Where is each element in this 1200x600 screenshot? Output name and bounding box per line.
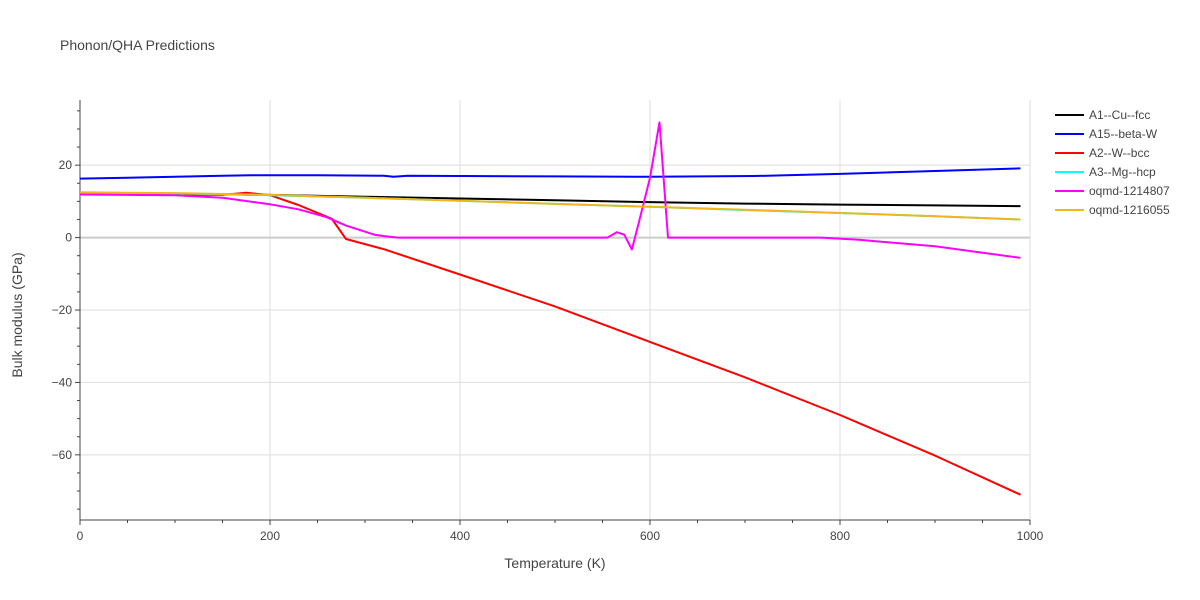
x-tick-label: 1000 [1017,529,1044,543]
legend-item-oqmd-1216055[interactable]: oqmd-1216055 [1055,203,1170,217]
legend-item-a15-beta-w[interactable]: A15--beta-W [1055,127,1158,141]
legend-item-a1-cu-fcc[interactable]: A1--Cu--fcc [1055,108,1150,122]
legend: A1--Cu--fcc A15--beta-W A2--W--bcc A3--Mg--… [1055,108,1170,217]
series-line-oqmd-1214807 [79,121,1021,259]
x-axis-ticks: 0 200 400 600 800 1000 [77,529,1044,543]
chart-title: Phonon/QHA Predictions [60,37,215,53]
x-tick-label: 0 [77,529,84,543]
series-line-oqmd-1216055 [79,191,1021,221]
legend-item-a2-w-bcc[interactable]: A2--W--bcc [1055,146,1149,160]
axes [75,100,1031,525]
legend-label: oqmd-1214807 [1089,184,1170,198]
legend-label: A1--Cu--fcc [1089,108,1150,122]
y-tick-label: −20 [52,303,73,317]
x-tick-label: 800 [830,529,850,543]
legend-label: A2--W--bcc [1089,146,1149,160]
legend-item-a3-mg-hcp[interactable]: A3--Mg--hcp [1055,165,1156,179]
legend-label: A15--beta-W [1089,127,1158,141]
x-tick-label: 400 [450,529,470,543]
y-tick-label: 20 [59,158,73,172]
legend-item-oqmd-1214807[interactable]: oqmd-1214807 [1055,184,1170,198]
legend-label: oqmd-1216055 [1089,203,1170,217]
y-tick-label: −60 [52,448,73,462]
y-axis-ticks: −60 −40 −20 0 20 [52,158,73,462]
x-tick-label: 600 [640,529,660,543]
y-tick-label: −40 [52,375,73,389]
series-lines [79,121,1021,496]
series-line-a15-beta-w [79,167,1021,180]
x-tick-label: 200 [260,529,280,543]
y-tick-label: 0 [65,231,72,245]
x-axis-title: Temperature (K) [504,555,605,571]
y-axis-title: Bulk modulus (GPa) [9,252,25,377]
legend-label: A3--Mg--hcp [1089,165,1156,179]
